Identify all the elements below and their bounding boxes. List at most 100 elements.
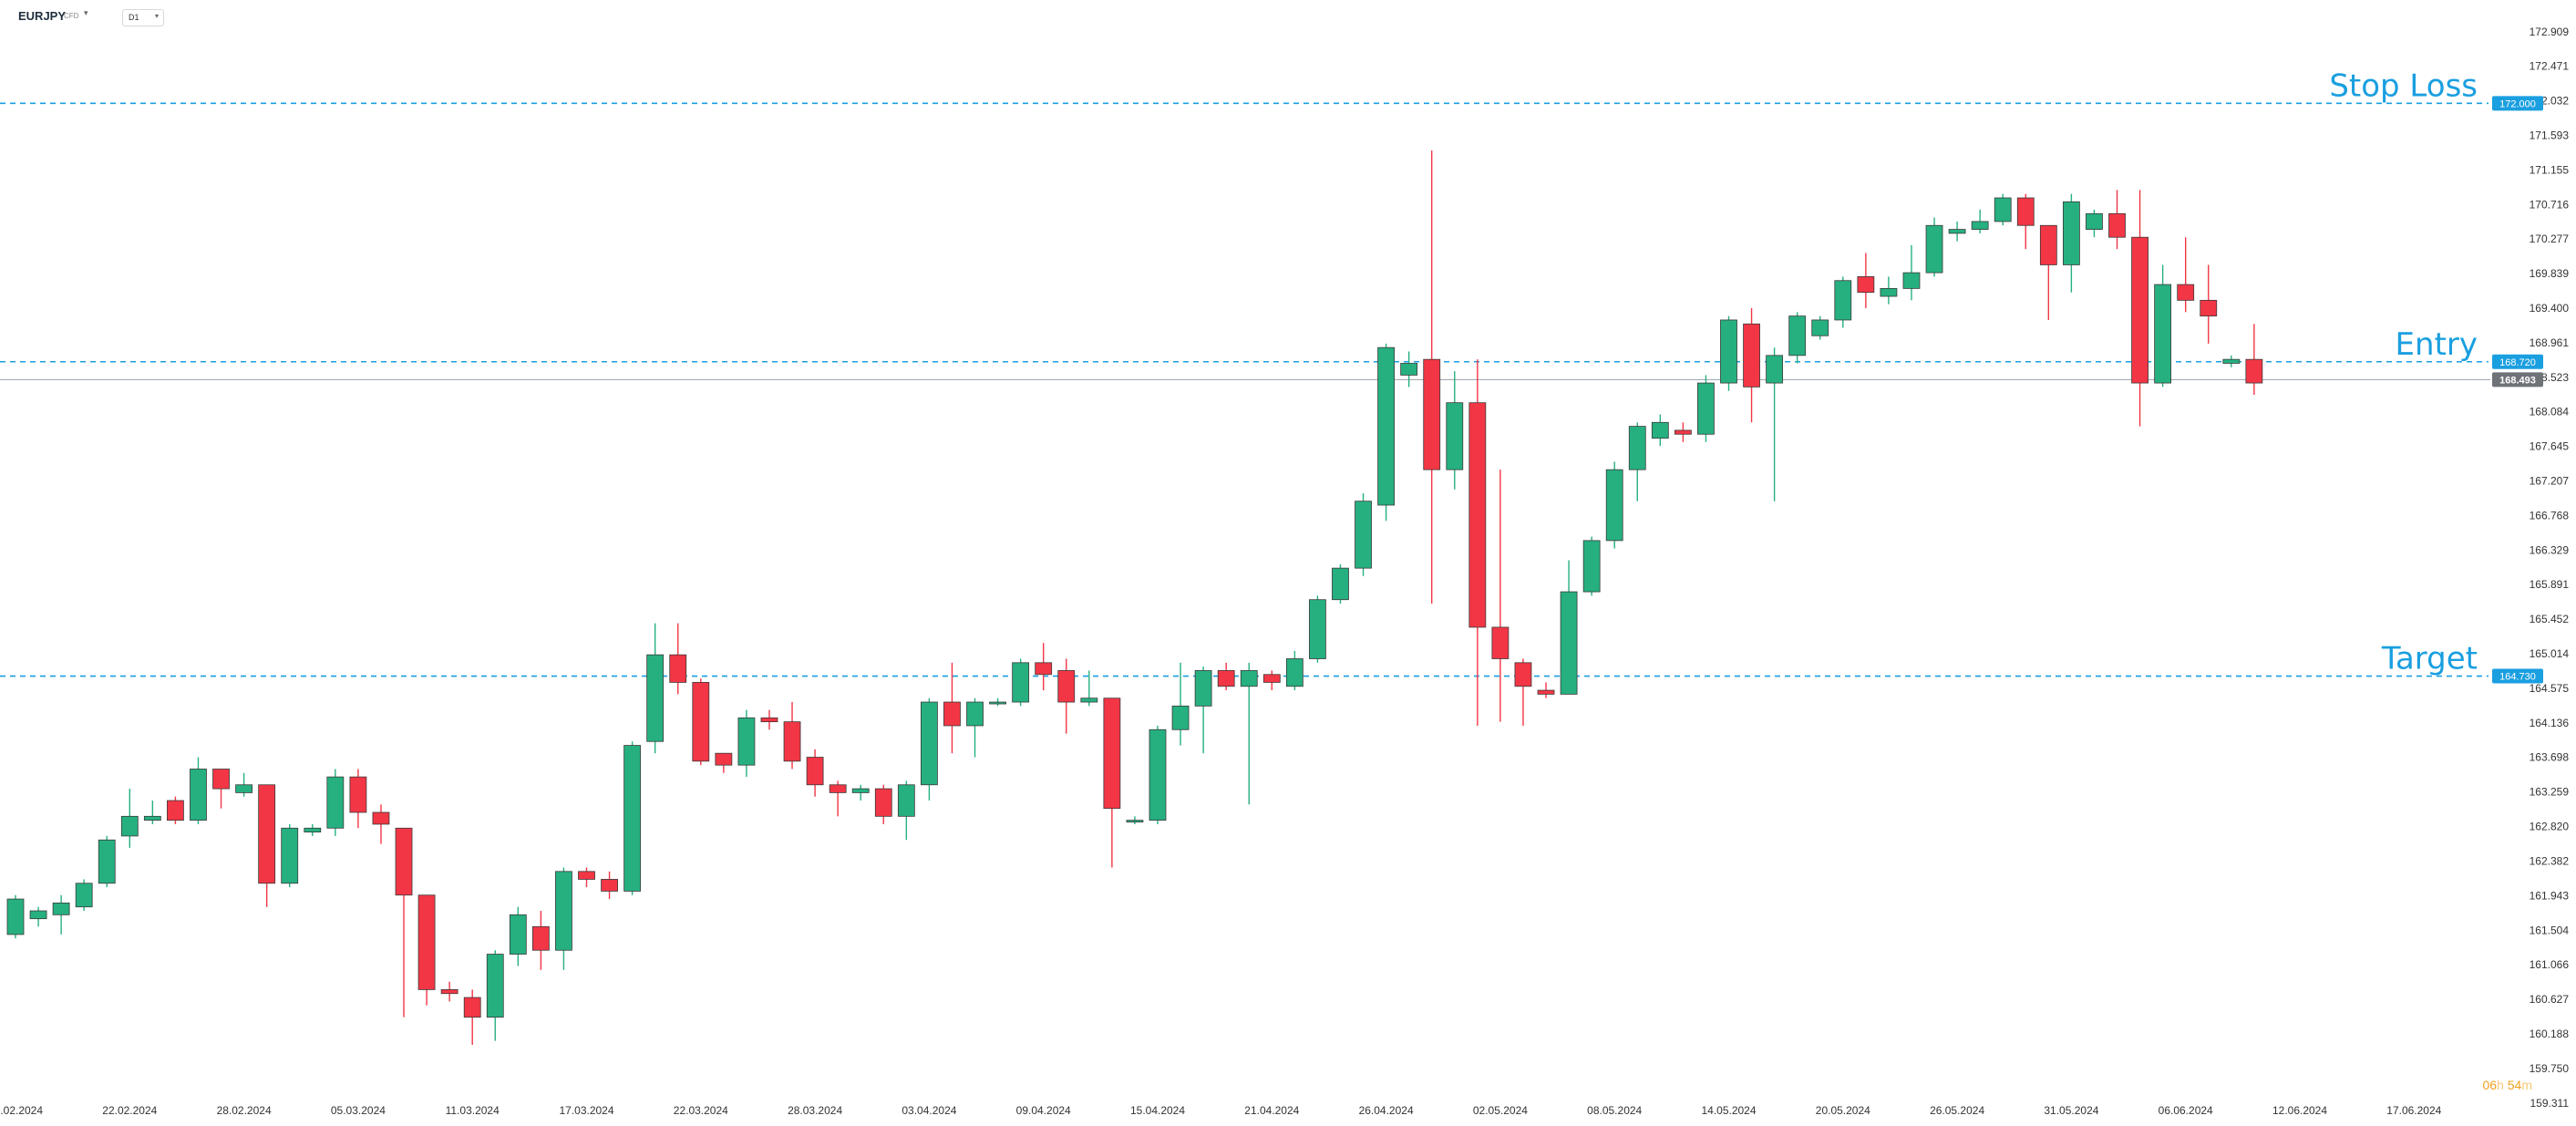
candle-body xyxy=(989,701,1006,705)
candle-body xyxy=(806,757,824,786)
candle-body xyxy=(851,788,870,793)
candle-body xyxy=(1035,662,1053,676)
y-tick-label: 167.645 xyxy=(2530,440,2570,453)
candle-body xyxy=(966,701,984,727)
symbol-label[interactable]: EURJPY xyxy=(18,9,67,23)
candle-body xyxy=(921,701,938,786)
candle-body xyxy=(1948,229,1966,234)
x-tick-label: 17.03.2024 xyxy=(559,1104,613,1117)
candle-countdown: 06h 54m xyxy=(2482,1078,2532,1092)
countdown-hours: 06 xyxy=(2482,1078,2498,1092)
y-tick-label: 165.014 xyxy=(2530,647,2570,660)
candle-body xyxy=(395,827,413,896)
y-tick-label: 161.066 xyxy=(2530,958,2570,971)
candle-body xyxy=(1057,670,1076,703)
candle-body xyxy=(1468,402,1487,628)
candle-body xyxy=(715,752,733,766)
candle-body xyxy=(1194,670,1212,707)
level-price-tag-label: 164.730 xyxy=(2499,672,2536,683)
candle-body xyxy=(1857,276,1875,294)
candle-body xyxy=(2245,358,2263,384)
candle-body xyxy=(2086,212,2103,230)
chart-toolbar: EURJPY CFD ▾ D1 ▾ xyxy=(0,0,2576,33)
candle-body xyxy=(623,745,642,892)
timeframe-selector[interactable]: D1 ▾ xyxy=(122,9,164,26)
x-tick-label: 20.05.2024 xyxy=(1816,1104,1870,1117)
x-tick-label: 08.05.2024 xyxy=(1587,1104,1642,1117)
y-tick-label: 165.891 xyxy=(2530,578,2570,591)
candle-body xyxy=(1925,224,1943,274)
candle-body xyxy=(897,784,915,817)
candle-body xyxy=(2062,201,2080,265)
y-tick-label: 159.311 xyxy=(2530,1097,2570,1110)
y-tick-label: 171.155 xyxy=(2530,163,2570,176)
candle-body xyxy=(1400,363,1418,376)
candle-body xyxy=(1423,358,1441,470)
x-tick-label: 22.02.2024 xyxy=(102,1104,157,1117)
candle-body xyxy=(1012,662,1030,703)
candle-body xyxy=(1126,820,1144,823)
candle-body xyxy=(1217,670,1235,687)
candle-body xyxy=(1880,287,1898,297)
symbol-dropdown-caret-icon[interactable]: ▾ xyxy=(84,8,88,17)
y-tick-label: 164.136 xyxy=(2530,717,2570,729)
candle-body xyxy=(2131,236,2148,384)
candle-body xyxy=(1628,426,1646,470)
x-tick-label: 26.05.2024 xyxy=(1930,1104,1984,1117)
y-tick-label: 160.627 xyxy=(2530,993,2570,1006)
candle-body xyxy=(417,894,436,990)
x-tick-label: 02.05.2024 xyxy=(1473,1104,1528,1117)
y-tick-label: 162.382 xyxy=(2530,854,2570,867)
y-tick-label: 170.716 xyxy=(2530,198,2570,211)
candle-body xyxy=(783,721,801,762)
candle-body xyxy=(463,997,481,1018)
candle-body xyxy=(1582,540,1601,593)
candle-body xyxy=(235,784,253,793)
candle-body xyxy=(1971,221,1989,230)
y-tick-label: 159.750 xyxy=(2530,1062,2570,1075)
x-tick-label: 12.06.2024 xyxy=(2272,1104,2327,1117)
level-price-tag xyxy=(2492,354,2543,369)
candle-body xyxy=(2222,358,2241,364)
y-tick-label: 167.207 xyxy=(2530,474,2570,487)
candle-body xyxy=(760,717,778,723)
candle-body xyxy=(1834,280,1852,321)
current-price-tag xyxy=(2492,372,2543,387)
y-tick-label: 172.471 xyxy=(2530,60,2570,73)
candle-body xyxy=(167,800,184,821)
level-price-tag-label: 168.720 xyxy=(2499,357,2536,368)
timeframe-caret-icon: ▾ xyxy=(154,12,159,20)
candle-body xyxy=(304,827,322,833)
y-tick-label: 169.839 xyxy=(2530,267,2570,280)
y-tick-label: 163.259 xyxy=(2530,786,2570,799)
candle-body xyxy=(692,682,710,762)
candle-body xyxy=(486,954,504,1018)
candle-body xyxy=(2108,212,2126,238)
x-tick-label: 16.02.2024 xyxy=(0,1104,43,1117)
candle-body xyxy=(29,910,47,920)
x-tick-label: 31.05.2024 xyxy=(2044,1104,2098,1117)
candle-body xyxy=(1651,421,1669,439)
y-tick-label: 168.084 xyxy=(2530,406,2570,418)
candle-body xyxy=(737,717,756,766)
candle-body xyxy=(281,827,299,884)
candle-body xyxy=(120,815,139,837)
candle-body xyxy=(1811,319,1829,336)
candle-body xyxy=(1149,728,1167,821)
candle-body xyxy=(1355,501,1372,569)
candle-body xyxy=(1377,346,1395,506)
level-label: Stop Loss xyxy=(2329,67,2478,104)
candle-body xyxy=(509,914,527,955)
x-tick-label: 21.04.2024 xyxy=(1244,1104,1299,1117)
y-tick-label: 162.820 xyxy=(2530,821,2570,833)
candle-body xyxy=(943,701,961,727)
candle-body xyxy=(829,784,847,793)
symbol-type-label: CFD xyxy=(64,12,79,20)
candle-body xyxy=(6,898,25,935)
candle-body xyxy=(326,776,345,829)
y-tick-label: 161.504 xyxy=(2530,924,2570,936)
x-tick-label: 22.03.2024 xyxy=(674,1104,728,1117)
y-tick-label: 166.768 xyxy=(2530,509,2570,522)
candle-body xyxy=(1743,323,1760,387)
